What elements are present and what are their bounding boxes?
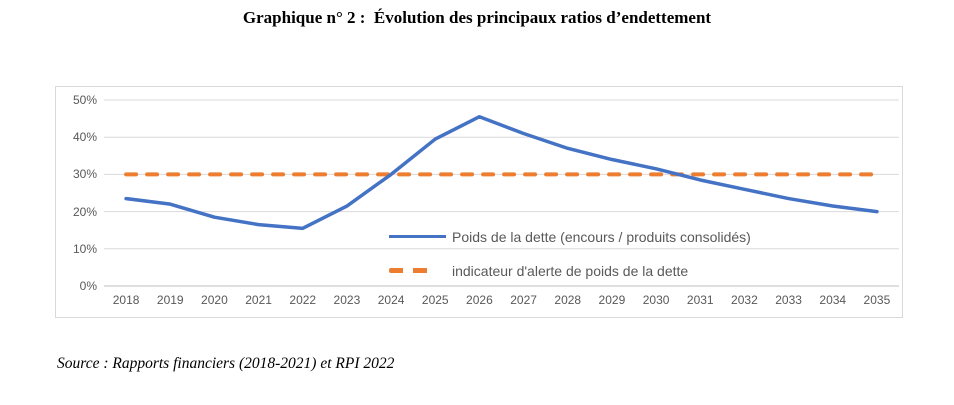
line-chart-plot — [104, 99, 899, 287]
x-axis-tick-label: 2033 — [775, 293, 802, 307]
x-axis-tick-label: 2019 — [156, 293, 184, 307]
x-axis-tick-label: 2034 — [819, 293, 847, 307]
legend-item-alert-threshold: indicateur d'alerte de poids de la dette — [389, 261, 751, 280]
source-note: Source : Rapports financiers (2018-2021)… — [57, 355, 395, 372]
x-axis-tick-label: 2026 — [466, 293, 493, 307]
x-axis-tick-label: 2024 — [377, 293, 405, 307]
x-axis-tick-label: 2035 — [863, 293, 891, 307]
x-axis-tick-label: 2021 — [245, 293, 272, 307]
x-axis-tick-label: 2018 — [112, 293, 140, 307]
y-axis-tick-label: 0% — [79, 279, 97, 293]
debt-ratio-line — [124, 114, 879, 231]
x-axis-tick-label: 2031 — [686, 293, 714, 307]
chart-frame: 0% 10% 20% 30% 40% 50% 2018 2019 2020 2021 2022 20… — [55, 86, 903, 318]
chart-title: Graphique n° 2 : Évolution des principau… — [242, 8, 712, 27]
x-axis-tick-label: 2023 — [333, 293, 361, 307]
x-axis-tick-label: 2027 — [510, 293, 537, 307]
legend-item-debt-ratio: Poids de la dette (encours / produits co… — [389, 227, 751, 246]
x-axis-tick-label: 2022 — [289, 293, 317, 307]
y-axis-tick-label: 20% — [72, 204, 97, 219]
x-axis-tick-label: 2028 — [554, 293, 582, 307]
debt-ratio-line-sample — [389, 235, 446, 238]
y-axis-tick-label: 10% — [72, 241, 97, 256]
legend-label: indicateur d'alerte de poids de la dette — [452, 262, 689, 279]
x-axis-tick-label: 2029 — [598, 293, 626, 307]
chart-legend: Poids de la dette (encours / produits co… — [389, 227, 751, 280]
x-axis-tick-label: 2032 — [731, 293, 758, 307]
alert-threshold-line-sample — [389, 268, 435, 273]
y-axis-tick-label: 40% — [72, 130, 97, 145]
x-axis-tick-label: 2030 — [642, 293, 670, 307]
y-axis-tick-label: 50% — [72, 93, 97, 107]
legend-label: Poids de la dette (encours / produits co… — [452, 228, 751, 245]
x-axis-tick-label: 2020 — [201, 293, 228, 307]
x-axis-tick-label: 2025 — [421, 293, 449, 307]
debt-ratio-legend-line-icon — [389, 235, 446, 238]
alert-threshold-legend-line-icon — [389, 268, 446, 273]
y-axis-tick-label: 30% — [72, 167, 97, 182]
